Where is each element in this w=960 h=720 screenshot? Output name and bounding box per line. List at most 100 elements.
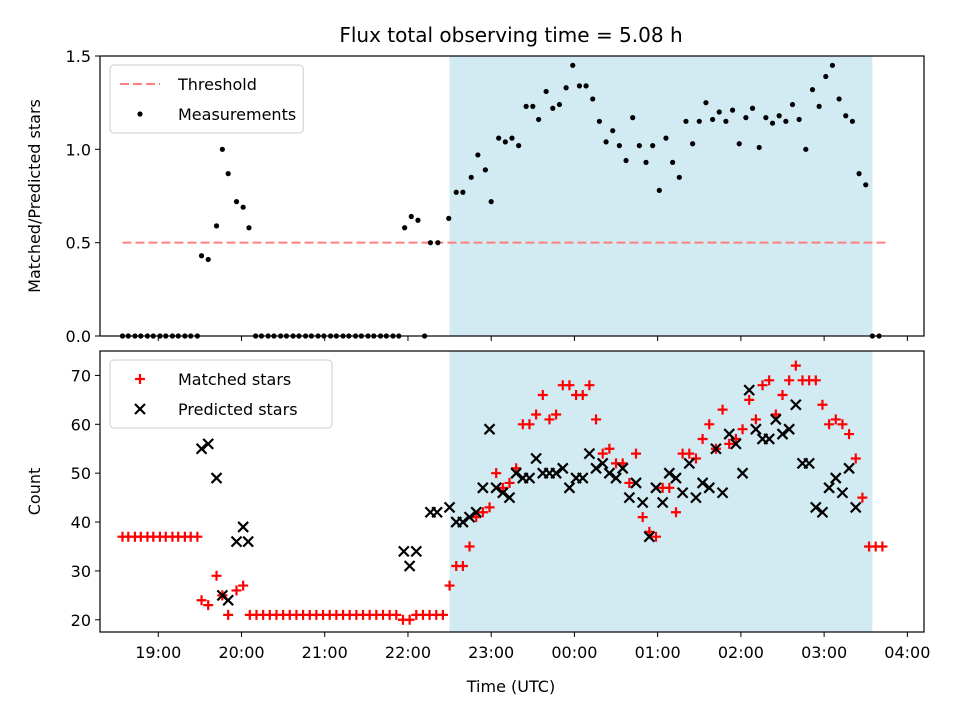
predicted-star-point <box>849 501 862 514</box>
matched-star-point <box>717 404 728 415</box>
y-tick-label: 30 <box>71 562 91 581</box>
measurement-point <box>415 217 421 223</box>
matched-star-point <box>192 531 203 542</box>
predicted-star-point <box>523 472 536 484</box>
predicted-star-point <box>770 413 782 426</box>
measurement-point <box>756 144 762 151</box>
matched-star-point <box>631 448 642 459</box>
predicted-star-point <box>596 457 609 470</box>
chart-title: Flux total observing time = 5.08 h <box>339 23 682 47</box>
y-tick-label: 40 <box>71 513 91 532</box>
y-tick-label: 0.5 <box>66 234 91 253</box>
predicted-star-point <box>763 433 775 445</box>
predicted-star-point <box>457 516 469 528</box>
measurement-point <box>502 139 508 145</box>
legend: Threshold Measurements <box>109 64 304 134</box>
predicted-star-point <box>736 467 749 479</box>
measurement-point <box>749 105 756 111</box>
measurement-point <box>663 135 669 141</box>
predicted-star-point <box>410 545 423 558</box>
predicted-star-point <box>650 482 662 494</box>
measurement-point <box>550 105 556 111</box>
predicted-star-point <box>477 482 489 494</box>
legend-label: Matched stars <box>178 370 291 389</box>
series-matched-stars <box>117 360 888 625</box>
predicted-star-point <box>503 491 516 504</box>
matched-star-point <box>844 429 855 440</box>
measurement-point <box>716 109 722 115</box>
predicted-star-point <box>497 486 509 499</box>
matched-star-point <box>684 448 695 459</box>
predicted-star-point <box>836 486 849 499</box>
x-tick-label: 00:00 <box>551 643 597 662</box>
matched-star-point <box>597 448 608 459</box>
y-tick-label: 70 <box>71 366 91 385</box>
matched-star-point <box>824 419 835 430</box>
matched-star-point <box>704 419 715 430</box>
y-tick-label: 1.0 <box>66 140 91 159</box>
matched-star-point <box>524 419 535 430</box>
measurement-point <box>623 157 629 164</box>
predicted-star-point <box>696 477 709 489</box>
matched-star-point <box>404 614 415 625</box>
measurement-point <box>670 159 676 165</box>
predicted-star-point <box>237 521 249 533</box>
ratio-panel: 0.0 0.5 1.0 1.5 Matched/Predicted stars Thres… <box>25 47 925 346</box>
x-tick-label: 04:00 <box>884 643 930 662</box>
predicted-star-point <box>222 594 234 607</box>
predicted-star-point <box>723 428 736 440</box>
measurement-point <box>836 96 842 102</box>
predicted-star-point <box>590 462 602 475</box>
measurement-point <box>743 115 749 121</box>
measurement-point <box>676 174 682 180</box>
predicted-star-point <box>470 506 482 519</box>
matched-star-point <box>737 424 748 435</box>
y-axis-label: Matched/Predicted stars <box>25 99 44 293</box>
x-axis-label: Time (UTC) <box>466 677 555 696</box>
measurement-point <box>650 143 656 149</box>
predicted-star-point <box>636 496 649 509</box>
predicted-star-point <box>583 447 596 460</box>
axes-frame <box>99 55 925 337</box>
measurement-point <box>616 143 622 149</box>
measurement-point <box>556 101 563 108</box>
x-tick-label: 22:00 <box>385 643 431 662</box>
predicted-star-point <box>823 482 835 494</box>
matched-star-point <box>196 595 207 606</box>
matched-star-point <box>551 409 562 420</box>
x-tick-label: 19:00 <box>135 643 181 662</box>
predicted-star-point <box>816 506 829 519</box>
predicted-star-point <box>750 423 762 435</box>
matched-star-point <box>764 375 775 386</box>
predicted-star-point <box>710 442 722 455</box>
matched-star-point <box>464 541 475 552</box>
measurement-point <box>729 107 736 113</box>
predicted-star-point <box>743 384 755 396</box>
measurement-point <box>468 174 474 180</box>
predicted-star-point <box>463 511 476 523</box>
matched-star-point <box>484 502 495 513</box>
measurement-point <box>219 146 225 152</box>
legend-box <box>109 359 333 429</box>
measurement-point <box>523 103 529 109</box>
matched-star-point <box>750 414 761 425</box>
measurement-point <box>656 187 662 193</box>
matched-star-point <box>697 433 708 444</box>
predicted-star-point <box>730 438 742 450</box>
matched-star-point <box>531 409 542 420</box>
measurement-point <box>636 143 642 149</box>
predicted-star-point <box>530 452 542 465</box>
series-predicted-stars <box>195 384 862 607</box>
matched-star-point <box>777 389 788 400</box>
matched-star-point <box>810 375 821 386</box>
predicted-star-point <box>630 477 642 489</box>
predicted-star-point <box>490 482 502 494</box>
matched-star-point <box>584 380 595 391</box>
measurement-point <box>696 118 702 124</box>
matched-star-point <box>491 468 502 479</box>
measurement-point <box>475 152 481 158</box>
measurement-point <box>703 100 709 106</box>
measurement-point <box>789 101 796 108</box>
matched-star-point <box>784 375 795 386</box>
